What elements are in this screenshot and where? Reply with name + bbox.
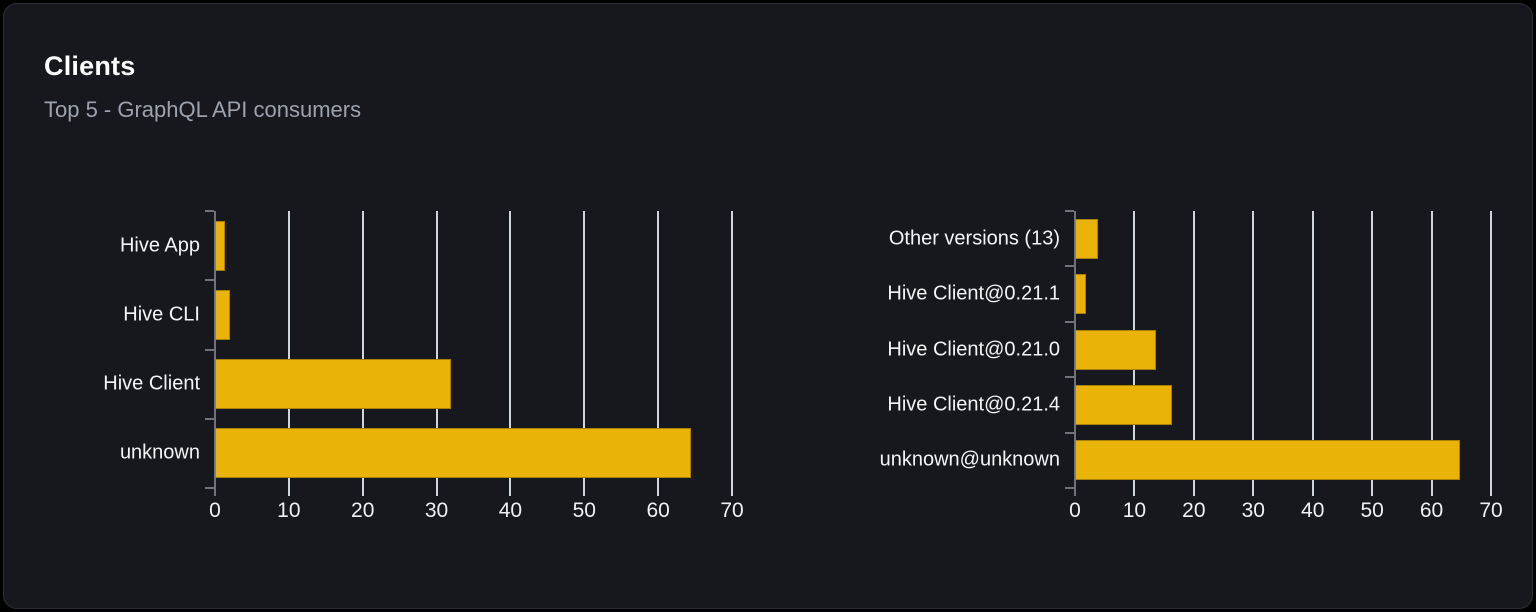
y-axis-tick [205,418,214,420]
x-gridline [731,211,733,496]
bar-hive-cli[interactable] [215,290,230,340]
x-gridline [583,211,586,496]
y-axis-tick [1065,265,1074,267]
category-label: unknown@unknown [879,448,1060,471]
x-tick-label: 60 [1419,499,1444,522]
category-label: Hive Client@0.21.1 [887,282,1060,305]
clients-card: Clients Top 5 - GraphQL API consumers 0 1… [3,3,1533,609]
x-gridline [361,211,364,496]
x-gridline [657,211,660,496]
category-label: Hive Client [103,372,200,395]
y-axis-tick [205,487,214,489]
card-title: Clients [44,51,136,81]
x-tick-label: 30 [424,499,449,522]
category-label: unknown [119,441,200,464]
x-tick-label: 40 [1301,499,1325,522]
bar-other-versions-13[interactable] [1075,219,1098,259]
y-axis-tick [205,279,214,281]
bar-unknown[interactable] [215,428,691,478]
plot-area: 0 10 20 30 40 50 60 70 Hive App Hive CLI Hive Clie… [103,210,744,522]
x-tick-label: 40 [498,499,523,522]
bar-hive-app[interactable] [215,221,226,271]
x-tick-label: 60 [646,499,670,522]
y-axis-tick [1065,210,1074,212]
y-axis-tick [1065,487,1074,489]
x-tick-label: 70 [720,499,744,522]
x-tick-label: 10 [277,499,301,522]
x-gridline [1430,211,1433,496]
y-axis-tick [1065,376,1074,378]
x-tick-label: 10 [1122,499,1147,522]
y-axis-line [214,211,216,496]
x-tick-label: 20 [1182,499,1206,522]
x-tick-label: 0 [1069,499,1081,522]
y-axis-tick [1065,432,1074,434]
category-label: Hive CLI [123,303,200,326]
x-tick-label: 30 [1241,499,1265,522]
x-gridline [1311,211,1314,496]
bar-hive-client-0-21-1[interactable] [1075,274,1086,314]
x-gridline [1490,211,1492,496]
x-tick-label: 70 [1479,499,1503,522]
x-tick-label: 50 [572,499,596,522]
x-tick-label: 0 [209,499,221,522]
category-label: Hive App [119,234,200,257]
x-tick-label: 20 [351,499,375,522]
card-subtitle: Top 5 - GraphQL API consumers [44,97,362,122]
x-gridline [1252,211,1255,496]
x-gridline [1371,211,1374,496]
y-axis-tick [205,210,214,212]
plot-area: 0 10 20 30 40 50 60 70 Other versions (13) Hive C… [880,210,1503,522]
bar-hive-client[interactable] [215,359,452,409]
y-axis-tick [1065,321,1074,323]
category-label: Hive Client@0.21.4 [887,393,1060,416]
bar-hive-client-0-21-4[interactable] [1075,385,1172,425]
x-gridline [509,211,512,496]
category-label: Hive Client@0.21.0 [887,338,1060,361]
x-gridline [435,211,438,496]
category-label: Other versions (13) [888,227,1060,250]
x-gridline [1192,211,1195,496]
y-axis-tick [205,349,214,351]
bar-hive-client-0-21-0[interactable] [1075,330,1157,370]
bar-unknown-unknown[interactable] [1075,440,1460,480]
x-tick-label: 50 [1360,499,1384,522]
x-gridline [287,211,290,496]
